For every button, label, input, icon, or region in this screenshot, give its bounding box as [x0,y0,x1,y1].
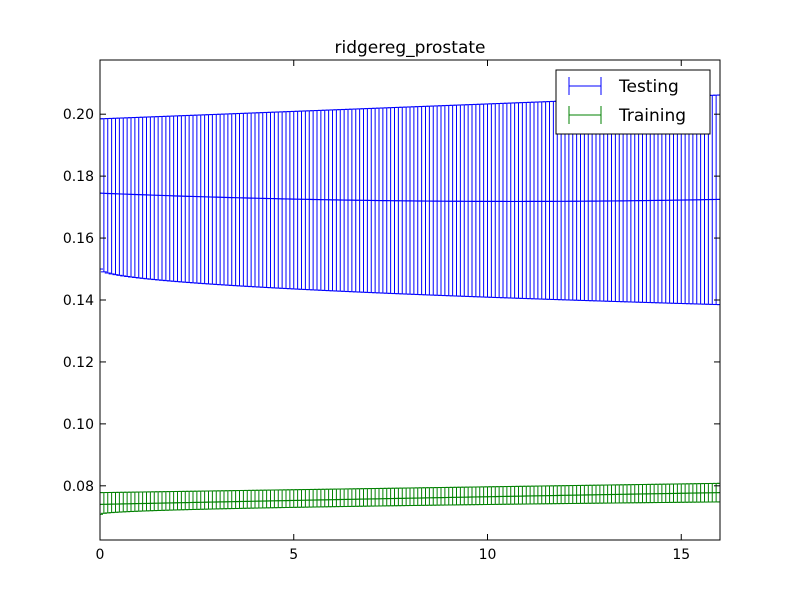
y-tick-label-1: 0.10 [63,417,94,433]
y-tick-label-0: 0.08 [63,479,94,495]
chart-title: ridgereg_prostate [335,38,486,58]
series-layer [100,94,720,515]
legend-box [555,69,711,135]
x-tick-label-2: 10 [479,547,497,563]
legend-testing-label: Testing [618,77,679,97]
y-tick-label-2: 0.12 [63,355,94,371]
legend-training-label: Training [618,106,686,126]
mean-line-training [100,492,720,505]
x-tick-label-0: 0 [96,547,105,563]
x-tick-label-1: 5 [289,547,298,563]
legend: Testing Training [555,69,711,135]
y-tick-label-5: 0.18 [63,169,94,185]
y-tick-label-3: 0.14 [63,293,94,309]
ticks-layer: 0 5 10 15 0.08 0.10 0.12 0.14 0.16 0.18 0.20 [63,60,720,563]
legend-entry-testing: Testing [568,77,679,97]
series-training [100,482,720,515]
mean-line-testing [100,192,720,203]
y-tick-label-6: 0.20 [63,107,94,123]
y-tick-label-4: 0.16 [63,231,94,247]
series-testing [100,94,720,306]
legend-entry-training: Training [568,106,686,126]
x-tick-label-3: 15 [672,547,690,563]
